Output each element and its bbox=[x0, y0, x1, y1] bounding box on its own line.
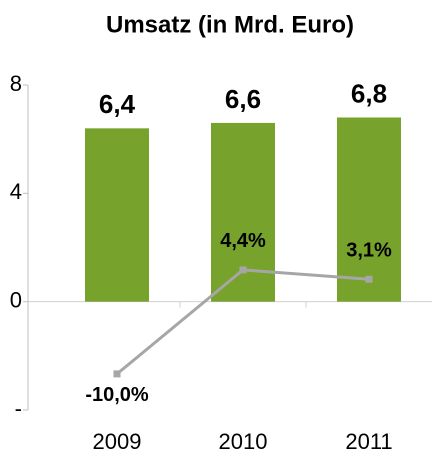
y-tick-label: 4 bbox=[10, 179, 22, 204]
bar bbox=[337, 117, 401, 302]
line-marker bbox=[113, 370, 121, 378]
y-tick-label: 8 bbox=[10, 71, 22, 96]
bar bbox=[85, 128, 149, 302]
line-marker bbox=[239, 266, 247, 274]
bar-value-label: 6,8 bbox=[351, 78, 387, 108]
bar-value-label: 6,4 bbox=[99, 89, 136, 119]
y-tick-label: 0 bbox=[10, 287, 22, 312]
line-value-label: -10,0% bbox=[85, 384, 149, 406]
line-value-label: 3,1% bbox=[346, 240, 392, 262]
chart-title: Umsatz (in Mrd. Euro) bbox=[106, 11, 354, 38]
y-tick-label: - bbox=[15, 396, 22, 421]
x-tick-label: 2010 bbox=[219, 429, 268, 454]
bar-value-label: 6,6 bbox=[225, 84, 261, 114]
bar bbox=[211, 122, 275, 302]
line-marker bbox=[365, 275, 373, 283]
x-tick-label: 2009 bbox=[93, 429, 142, 454]
line-value-label: 4,4% bbox=[220, 230, 266, 252]
x-tick-label: 2011 bbox=[345, 429, 392, 454]
